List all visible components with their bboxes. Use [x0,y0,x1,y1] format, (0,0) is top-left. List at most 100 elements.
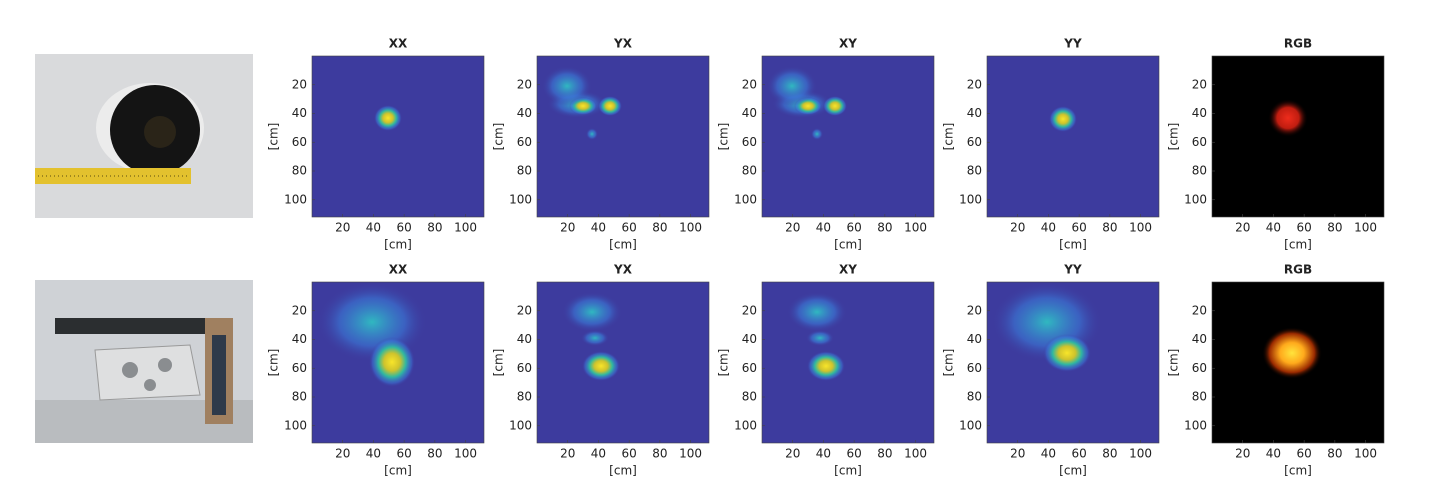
heatmap-blob [542,66,592,106]
y-axis-label: [cm] [717,123,731,151]
x-tick-label: 40 [1266,447,1281,461]
x-tick-label: 60 [622,221,637,235]
x-tick-label: 80 [652,447,667,461]
y-tick-label: 20 [517,77,532,91]
axes-frame [1211,281,1385,444]
x-tick-label: 60 [1072,221,1087,235]
x-tick-label: 100 [1354,221,1377,235]
y-tick-label: 80 [742,164,757,178]
x-tick-label: 20 [560,447,575,461]
y-tick-label: 40 [742,332,757,346]
x-tick-label: 20 [1010,221,1025,235]
x-tick-label: 80 [1327,221,1342,235]
photo [35,54,253,218]
y-tick-label: 60 [967,135,982,149]
x-tick-label: 40 [591,221,606,235]
x-tick-label: 20 [785,447,800,461]
y-tick-label: 60 [1192,135,1207,149]
panel-title: XY [839,37,857,51]
panel-title: XY [839,263,857,277]
x-tick-label: 60 [847,447,862,461]
y-tick-label: 80 [517,390,532,404]
heatmap-background [987,56,1159,217]
y-tick-label: 20 [517,303,532,317]
heatmap-background [762,282,934,443]
x-tick-label: 20 [1235,447,1250,461]
y-axis-label: [cm] [942,123,956,151]
x-tick-label: 80 [1102,221,1117,235]
y-tick-label: 20 [967,303,982,317]
x-tick-label: 40 [591,447,606,461]
y-tick-label: 80 [1192,164,1207,178]
heatmap-background [312,56,484,217]
x-tick-label: 80 [427,447,442,461]
x-tick-label: 40 [1041,447,1056,461]
y-tick-label: 100 [509,192,532,206]
axes-frame [986,55,1160,218]
y-axis-label: [cm] [492,349,506,377]
y-tick-label: 80 [1192,390,1207,404]
axes-frame [536,55,710,218]
photo [35,280,253,443]
x-tick-label: 20 [1235,221,1250,235]
panel-title: XX [389,37,408,51]
x-tick-label: 40 [816,447,831,461]
heatmap-panel: YX 20 40 60 80 100 20 40 60 80 100 [cm] [cm] [492,37,710,252]
x-tick-label: 100 [904,221,927,235]
y-axis-label: [cm] [1167,123,1181,151]
x-tick-label: 40 [816,221,831,235]
y-tick-label: 80 [517,164,532,178]
heatmap-blob [811,128,823,140]
y-tick-label: 100 [959,192,982,206]
x-tick-label: 20 [1010,447,1025,461]
y-tick-label: 40 [292,106,307,120]
y-tick-label: 20 [1192,303,1207,317]
x-tick-label: 100 [454,447,477,461]
x-axis-label: [cm] [609,238,637,252]
heatmap-blob [787,292,847,332]
x-tick-label: 40 [366,221,381,235]
heatmap-blob [598,96,622,116]
x-axis-label: [cm] [1059,238,1087,252]
heatmap-panel: YY 20 40 60 80 100 20 40 60 80 100 [cm] [cm] [942,263,1160,478]
heatmap-blob [374,105,402,131]
x-tick-label: 80 [1327,447,1342,461]
heatmap-panel: XX 20 40 60 80 100 20 40 60 80 100 [cm] [cm] [267,37,485,252]
x-tick-label: 20 [335,447,350,461]
heatmap-blob [1049,106,1077,132]
heatmap-blob [823,96,847,116]
axes-frame [311,281,485,444]
x-axis-label: [cm] [1284,464,1312,478]
x-axis-label: [cm] [1059,464,1087,478]
x-tick-label: 20 [560,221,575,235]
x-tick-label: 40 [1266,221,1281,235]
y-tick-label: 60 [292,361,307,375]
y-axis-label: [cm] [1167,349,1181,377]
y-tick-label: 40 [967,332,982,346]
y-tick-label: 40 [967,106,982,120]
y-tick-label: 100 [734,418,757,432]
y-tick-label: 40 [1192,106,1207,120]
x-tick-label: 100 [1354,447,1377,461]
y-tick-label: 100 [734,192,757,206]
x-tick-label: 80 [652,221,667,235]
heatmap-blob [1262,327,1322,379]
y-tick-label: 100 [509,418,532,432]
x-tick-label: 60 [622,447,637,461]
axes-frame [311,55,485,218]
x-tick-label: 80 [427,221,442,235]
panel-title: RGB [1284,263,1312,277]
x-tick-label: 20 [785,221,800,235]
y-tick-label: 40 [1192,332,1207,346]
x-axis-label: [cm] [834,238,862,252]
heatmap-panel: RGB 20 40 60 80 100 20 40 60 80 100 [cm] [cm] [1167,263,1385,478]
x-tick-label: 60 [1297,221,1312,235]
heatmap-panel: XY 20 40 60 80 100 20 40 60 80 100 [cm] [cm] [717,263,935,478]
y-tick-label: 40 [292,332,307,346]
axes-frame [1211,55,1385,218]
axes-frame [761,281,935,444]
heatmap-blob [581,330,609,346]
x-tick-label: 40 [366,447,381,461]
heatmap-blob [1043,334,1091,372]
